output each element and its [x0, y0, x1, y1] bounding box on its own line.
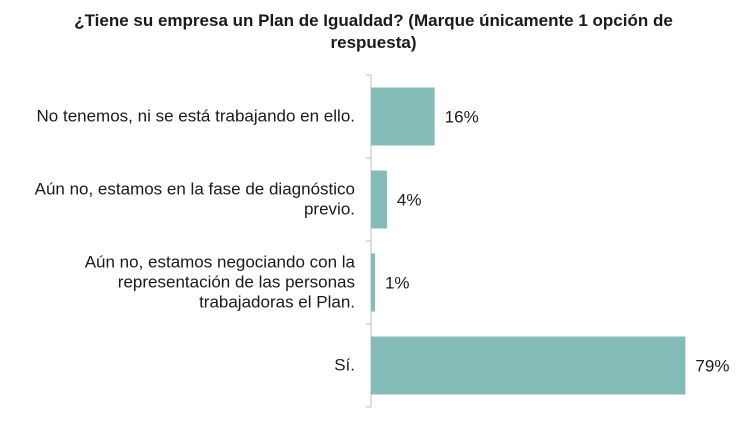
data-label: 1%	[385, 274, 410, 293]
category-label-line: No tenemos, ni se está trabajando en ell…	[37, 107, 355, 126]
bar	[371, 336, 686, 395]
bar	[371, 253, 375, 312]
category-label-line: previo.	[304, 200, 355, 219]
bar	[371, 170, 387, 229]
category-label: Aún no, estamos en la fase de diagnóstic…	[35, 180, 355, 219]
category-label-line: representación de las personas	[118, 273, 355, 292]
chart-title-text: ¿Tiene su empresa un Plan de Igualdad? (…	[74, 11, 673, 52]
chart-title: ¿Tiene su empresa un Plan de Igualdad? (…	[0, 10, 747, 54]
category-label-line: Sí.	[334, 356, 355, 375]
data-label: 16%	[445, 108, 479, 127]
category-label: Sí.	[334, 356, 355, 375]
category-label: Aún no, estamos negociando con la represe…	[85, 253, 356, 312]
category-label: No tenemos, ni se está trabajando en ell…	[37, 107, 355, 126]
category-label-line: Aún no, estamos en la fase de diagnóstic…	[35, 180, 355, 199]
category-label-line: trabajadoras el Plan.	[199, 293, 355, 312]
data-label: 79%	[695, 357, 729, 376]
bar	[371, 87, 435, 146]
category-label-line: Aún no, estamos negociando con la	[85, 253, 356, 272]
data-label: 4%	[397, 191, 422, 210]
